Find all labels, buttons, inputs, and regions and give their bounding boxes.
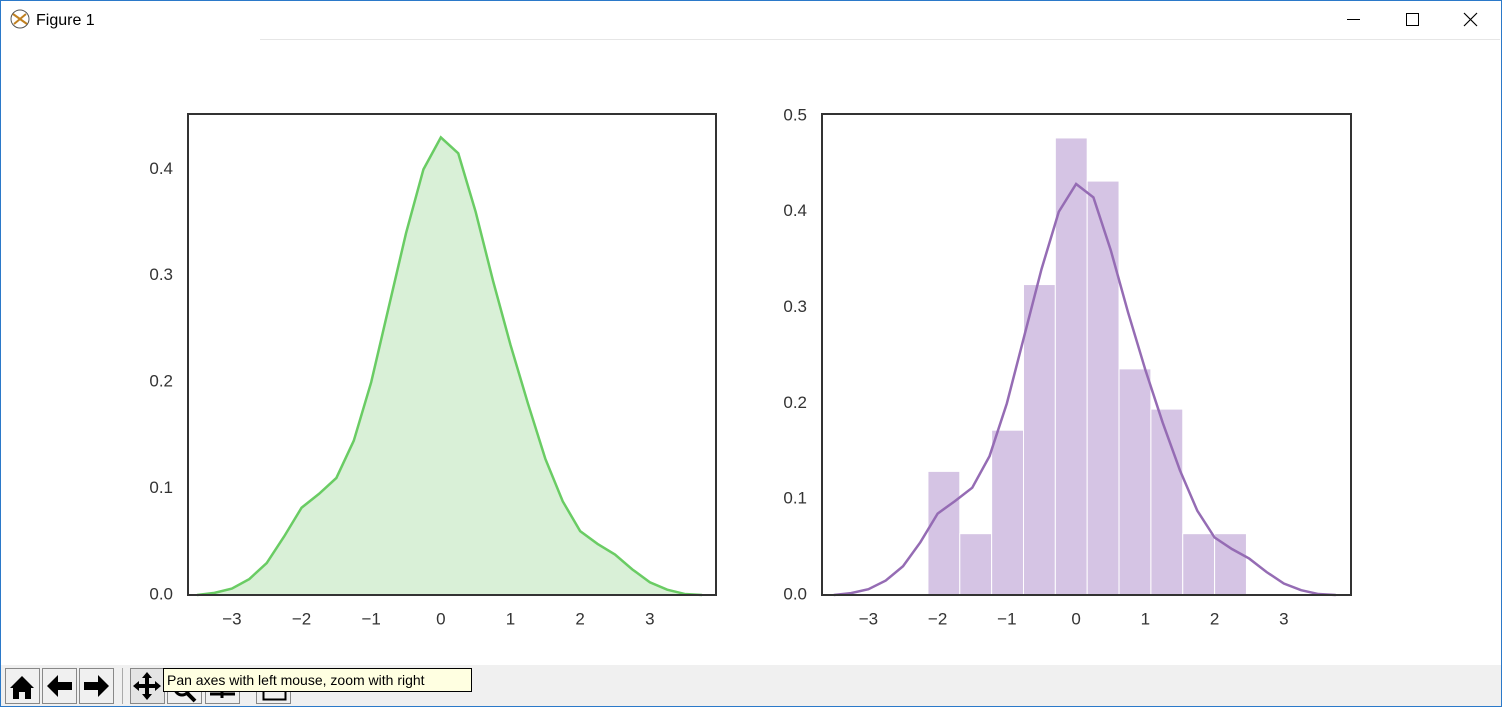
x-tick-label: 1 bbox=[1141, 609, 1150, 628]
axes-frame bbox=[821, 113, 1352, 596]
y-tick-label: 0.4 bbox=[783, 201, 807, 220]
histogram-bar bbox=[1118, 368, 1152, 596]
tooltip-text: Pan axes with left mouse, zoom with righ… bbox=[167, 672, 425, 688]
y-tick-label: 0.3 bbox=[149, 265, 173, 284]
y-tick-label: 0.1 bbox=[783, 489, 807, 508]
kde-line bbox=[196, 135, 703, 597]
histogram-bar bbox=[959, 533, 993, 596]
x-tick-label: 0 bbox=[1071, 609, 1080, 628]
x-tick-label: −1 bbox=[997, 609, 1016, 628]
histogram-bar bbox=[1150, 408, 1184, 596]
title-bar: Figure 1 bbox=[10, 9, 1500, 40]
y-tick-label: 0.2 bbox=[149, 372, 173, 391]
x-tick-label: 1 bbox=[506, 609, 515, 628]
y-tick-label: 0.3 bbox=[783, 297, 807, 316]
kde-line bbox=[833, 182, 1336, 597]
toolbar: Pan axes with left mouse, zoom with righ… bbox=[1, 665, 1501, 706]
x-tick-label: 3 bbox=[645, 609, 654, 628]
forward-button[interactable] bbox=[79, 668, 114, 704]
y-tick-label: 0.2 bbox=[783, 393, 807, 412]
pan-button[interactable] bbox=[130, 668, 165, 704]
x-tick-label: 0 bbox=[436, 609, 445, 628]
y-tick-label: 0.0 bbox=[149, 584, 173, 603]
app-icon-mark bbox=[12, 13, 28, 25]
y-tick-label: 0.4 bbox=[149, 159, 173, 178]
histogram-bar bbox=[1022, 284, 1056, 596]
back-button[interactable] bbox=[42, 668, 77, 704]
area-fill bbox=[197, 137, 703, 595]
histogram-bar bbox=[927, 470, 961, 596]
x-tick-label: 2 bbox=[1210, 609, 1219, 628]
y-tick-label: 0.0 bbox=[783, 584, 807, 603]
histogram-bar bbox=[1182, 533, 1216, 596]
x-tick-label: −3 bbox=[222, 609, 241, 628]
window-title: Figure 1 bbox=[36, 12, 95, 29]
figure: 0.0 0.1 0.2 0.3 0.4 −3 −2 −1 0 1 2 3 0.0 0.1 0.2 0.3 0.4… bbox=[149, 105, 1352, 628]
x-tick-label: 3 bbox=[1279, 609, 1288, 628]
histogram-bar bbox=[1086, 180, 1120, 596]
x-tick-label: −2 bbox=[292, 609, 311, 628]
x-tick-label: −1 bbox=[362, 609, 381, 628]
x-tick-label: −3 bbox=[859, 609, 878, 628]
x-tick-label: −2 bbox=[928, 609, 947, 628]
y-tick-label: 0.5 bbox=[783, 105, 807, 124]
tooltip: Pan axes with left mouse, zoom with righ… bbox=[163, 668, 472, 692]
histogram-bar bbox=[1054, 137, 1088, 596]
close-button[interactable] bbox=[1463, 12, 1478, 27]
y-tick-label: 0.1 bbox=[149, 478, 173, 497]
maximize-button[interactable] bbox=[1406, 13, 1419, 26]
home-button[interactable] bbox=[5, 668, 40, 704]
axes-frame bbox=[187, 113, 717, 596]
histogram-bar bbox=[1214, 533, 1247, 596]
x-tick-label: 2 bbox=[575, 609, 584, 628]
histogram-bar bbox=[991, 429, 1024, 596]
